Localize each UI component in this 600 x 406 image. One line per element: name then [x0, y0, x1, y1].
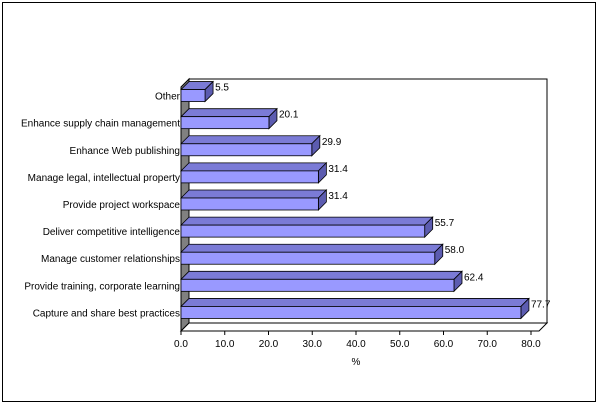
value-label: 62.4 [464, 272, 484, 283]
x-tick-label: 60.0 [434, 339, 454, 350]
bar-top [180, 162, 328, 172]
x-tick-label: 80.0 [521, 339, 541, 350]
bar [180, 80, 215, 103]
bar-top [180, 189, 328, 199]
bar-front [180, 197, 319, 211]
x-tick-label: 20.0 [259, 339, 279, 350]
bar-front [180, 306, 522, 319]
bar-front [180, 170, 319, 184]
bars [180, 80, 530, 320]
category-label: Enhance Web publishing [70, 146, 180, 157]
bar-chart: 5.5 20.1 29.9 31.4 31.4 55.7 58.0 62.4 77.7 Othe… [21, 77, 551, 368]
bar [180, 243, 444, 266]
value-labels: 5.5 20.1 29.9 31.4 31.4 55.7 58.0 62.4 77.7 [215, 83, 551, 311]
category-label: Provide training, corporate learning [24, 281, 180, 292]
value-label: 58.0 [445, 245, 465, 256]
bar-front [180, 89, 206, 102]
bar-front [180, 251, 436, 265]
floor [179, 322, 549, 332]
value-label: 5.5 [215, 83, 229, 94]
category-label: Enhance supply chain management [21, 119, 180, 130]
bar-top [180, 135, 321, 145]
category-label: Deliver competitive intelligence [43, 227, 181, 238]
x-tick-label: 70.0 [478, 339, 498, 350]
x-axis: 0.0 10.0 20.0 30.0 40.0 50.0 60.0 70.0 80.0 [174, 331, 541, 350]
bar-top [180, 270, 463, 280]
category-labels: Other Enhance supply chain management Enha… [21, 92, 181, 320]
value-label: 55.7 [435, 218, 455, 229]
bar-top [180, 298, 530, 307]
value-label: 29.9 [322, 137, 342, 148]
category-label: Manage customer relationships [41, 254, 180, 265]
category-label: Manage legal, intellectual property [28, 173, 180, 184]
bar-front [180, 278, 455, 292]
x-tick-label: 0.0 [174, 339, 188, 350]
x-tick-label: 10.0 [215, 339, 235, 350]
bar [180, 107, 278, 130]
value-label: 31.4 [328, 164, 348, 175]
category-label: Other [155, 92, 181, 103]
bar [180, 270, 463, 293]
x-tick-label: 30.0 [303, 339, 323, 350]
bar-front [180, 143, 313, 157]
chart-frame: 5.5 20.1 29.9 31.4 31.4 55.7 58.0 62.4 77.7 Othe… [2, 2, 596, 402]
x-axis-label: % [352, 357, 361, 368]
bar-top [180, 108, 278, 118]
category-label: Provide project workspace [63, 200, 181, 211]
category-label: Capture and share best practices [33, 308, 180, 319]
bar [180, 297, 530, 320]
bar-top [180, 243, 444, 253]
bar [180, 189, 328, 211]
bar [180, 134, 321, 157]
value-label: 31.4 [328, 191, 348, 202]
x-tick-label: 40.0 [346, 339, 366, 350]
value-label: 20.1 [279, 110, 299, 121]
bar-front [180, 116, 270, 130]
x-tick-label: 50.0 [390, 339, 410, 350]
bar-front [180, 224, 426, 238]
value-label: 77.7 [531, 299, 551, 310]
bar [180, 216, 434, 239]
bar-top [180, 216, 434, 226]
bar [180, 161, 328, 184]
